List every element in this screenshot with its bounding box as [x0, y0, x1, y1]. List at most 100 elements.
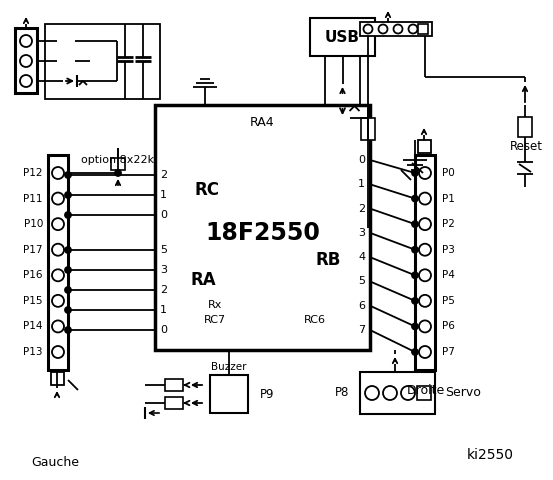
- Text: P11: P11: [23, 193, 43, 204]
- Text: Rx: Rx: [208, 300, 222, 310]
- Bar: [165, 379, 183, 391]
- Circle shape: [378, 24, 388, 34]
- Circle shape: [401, 386, 415, 400]
- Text: P10: P10: [24, 219, 43, 229]
- Bar: [210, 375, 248, 413]
- Circle shape: [412, 324, 418, 329]
- Text: 1: 1: [160, 305, 167, 315]
- Text: ki2550: ki2550: [467, 448, 514, 462]
- Text: P13: P13: [23, 347, 43, 357]
- Text: RA: RA: [190, 271, 216, 289]
- Circle shape: [65, 172, 71, 178]
- Text: P2: P2: [442, 219, 455, 229]
- Text: option 8x22k: option 8x22k: [81, 155, 154, 165]
- Circle shape: [412, 298, 418, 304]
- Circle shape: [65, 287, 71, 293]
- Circle shape: [52, 269, 64, 281]
- Circle shape: [65, 247, 71, 253]
- Circle shape: [412, 272, 418, 278]
- Text: Servo: Servo: [445, 386, 481, 399]
- Bar: [155, 105, 370, 350]
- Bar: [417, 386, 431, 400]
- Circle shape: [365, 386, 379, 400]
- Text: Buzzer: Buzzer: [211, 362, 247, 372]
- Text: P12: P12: [23, 168, 43, 178]
- Text: P9: P9: [260, 387, 274, 400]
- Circle shape: [52, 295, 64, 307]
- Bar: [418, 24, 428, 34]
- Text: 5: 5: [160, 245, 167, 255]
- Text: 6: 6: [358, 300, 365, 311]
- Circle shape: [419, 346, 431, 358]
- Circle shape: [115, 170, 121, 176]
- Text: 1: 1: [358, 180, 365, 189]
- Text: P1: P1: [442, 193, 455, 204]
- Text: P0: P0: [442, 168, 455, 178]
- Text: 0: 0: [358, 155, 365, 165]
- Text: RC: RC: [195, 181, 220, 199]
- Text: 1: 1: [160, 190, 167, 200]
- Text: 3: 3: [358, 228, 365, 238]
- Bar: [518, 117, 532, 137]
- Text: Reset: Reset: [510, 141, 543, 154]
- Text: RB: RB: [315, 251, 341, 269]
- Text: 2: 2: [160, 285, 167, 295]
- Circle shape: [65, 267, 71, 273]
- Bar: [48, 155, 68, 370]
- Bar: [165, 397, 183, 409]
- Bar: [310, 18, 375, 56]
- Circle shape: [65, 307, 71, 313]
- Bar: [57, 35, 75, 47]
- Circle shape: [412, 195, 418, 202]
- Circle shape: [52, 244, 64, 256]
- Circle shape: [65, 192, 71, 198]
- Text: 3: 3: [160, 265, 167, 275]
- Text: P6: P6: [442, 322, 455, 331]
- Circle shape: [20, 75, 32, 87]
- Bar: [45, 24, 160, 99]
- Circle shape: [52, 321, 64, 333]
- Bar: [418, 140, 431, 153]
- Circle shape: [52, 167, 64, 179]
- Bar: [15, 28, 37, 93]
- Bar: [360, 372, 435, 414]
- Circle shape: [409, 24, 418, 34]
- Bar: [57, 55, 75, 67]
- Circle shape: [419, 244, 431, 256]
- Circle shape: [412, 221, 418, 227]
- Circle shape: [65, 212, 71, 218]
- Bar: [360, 22, 432, 36]
- Text: 18F2550: 18F2550: [205, 220, 320, 244]
- Circle shape: [20, 35, 32, 47]
- Bar: [111, 158, 125, 170]
- Text: P4: P4: [442, 270, 455, 280]
- Text: RC6: RC6: [304, 315, 326, 325]
- Text: 2: 2: [160, 170, 167, 180]
- Circle shape: [65, 327, 71, 333]
- Text: P14: P14: [23, 322, 43, 331]
- Circle shape: [52, 192, 64, 204]
- Text: 2: 2: [358, 204, 365, 214]
- Circle shape: [419, 218, 431, 230]
- Circle shape: [419, 192, 431, 204]
- Text: P5: P5: [442, 296, 455, 306]
- Text: Gauche: Gauche: [31, 456, 79, 468]
- Text: P16: P16: [23, 270, 43, 280]
- Text: P8: P8: [335, 386, 349, 399]
- Text: RC7: RC7: [204, 315, 226, 325]
- Circle shape: [412, 247, 418, 252]
- Circle shape: [419, 167, 431, 179]
- Text: RA4: RA4: [250, 117, 275, 130]
- Circle shape: [52, 346, 64, 358]
- Circle shape: [419, 269, 431, 281]
- Text: 4: 4: [358, 252, 365, 262]
- Text: Droite: Droite: [407, 384, 445, 396]
- Text: 0: 0: [160, 210, 167, 220]
- Circle shape: [394, 24, 403, 34]
- Bar: [51, 372, 64, 385]
- Text: P17: P17: [23, 245, 43, 255]
- Bar: [415, 155, 435, 370]
- Circle shape: [412, 349, 418, 355]
- Circle shape: [52, 218, 64, 230]
- Circle shape: [419, 321, 431, 333]
